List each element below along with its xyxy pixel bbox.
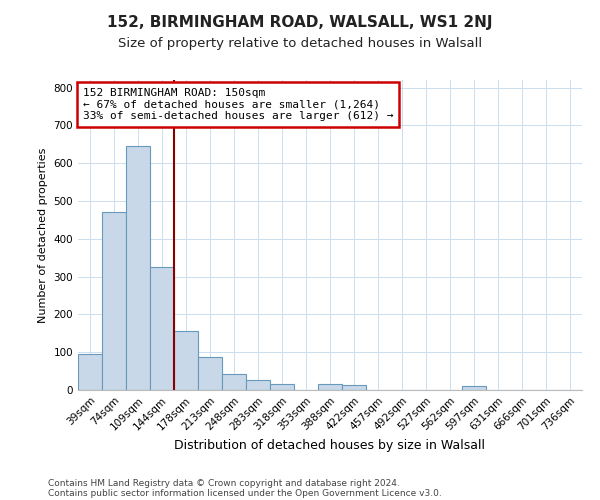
Y-axis label: Number of detached properties: Number of detached properties (38, 148, 48, 322)
Text: Size of property relative to detached houses in Walsall: Size of property relative to detached ho… (118, 38, 482, 51)
Bar (342, 384, 366, 390)
Bar (78, 354, 102, 390)
Bar (246, 380, 270, 390)
Bar (318, 384, 342, 390)
Text: 152, BIRMINGHAM ROAD, WALSALL, WS1 2NJ: 152, BIRMINGHAM ROAD, WALSALL, WS1 2NJ (107, 15, 493, 30)
Text: Contains public sector information licensed under the Open Government Licence v3: Contains public sector information licen… (48, 488, 442, 498)
Bar (270, 384, 294, 390)
Text: Contains HM Land Registry data © Crown copyright and database right 2024.: Contains HM Land Registry data © Crown c… (48, 478, 400, 488)
X-axis label: Distribution of detached houses by size in Walsall: Distribution of detached houses by size … (175, 438, 485, 452)
Bar (126, 146, 150, 390)
Bar (198, 356, 222, 390)
Bar (150, 267, 174, 390)
Bar (222, 374, 246, 390)
Bar (102, 212, 126, 390)
Bar (174, 330, 198, 390)
Bar (462, 386, 486, 390)
Text: 152 BIRMINGHAM ROAD: 150sqm
← 67% of detached houses are smaller (1,264)
33% of : 152 BIRMINGHAM ROAD: 150sqm ← 67% of det… (83, 88, 394, 121)
